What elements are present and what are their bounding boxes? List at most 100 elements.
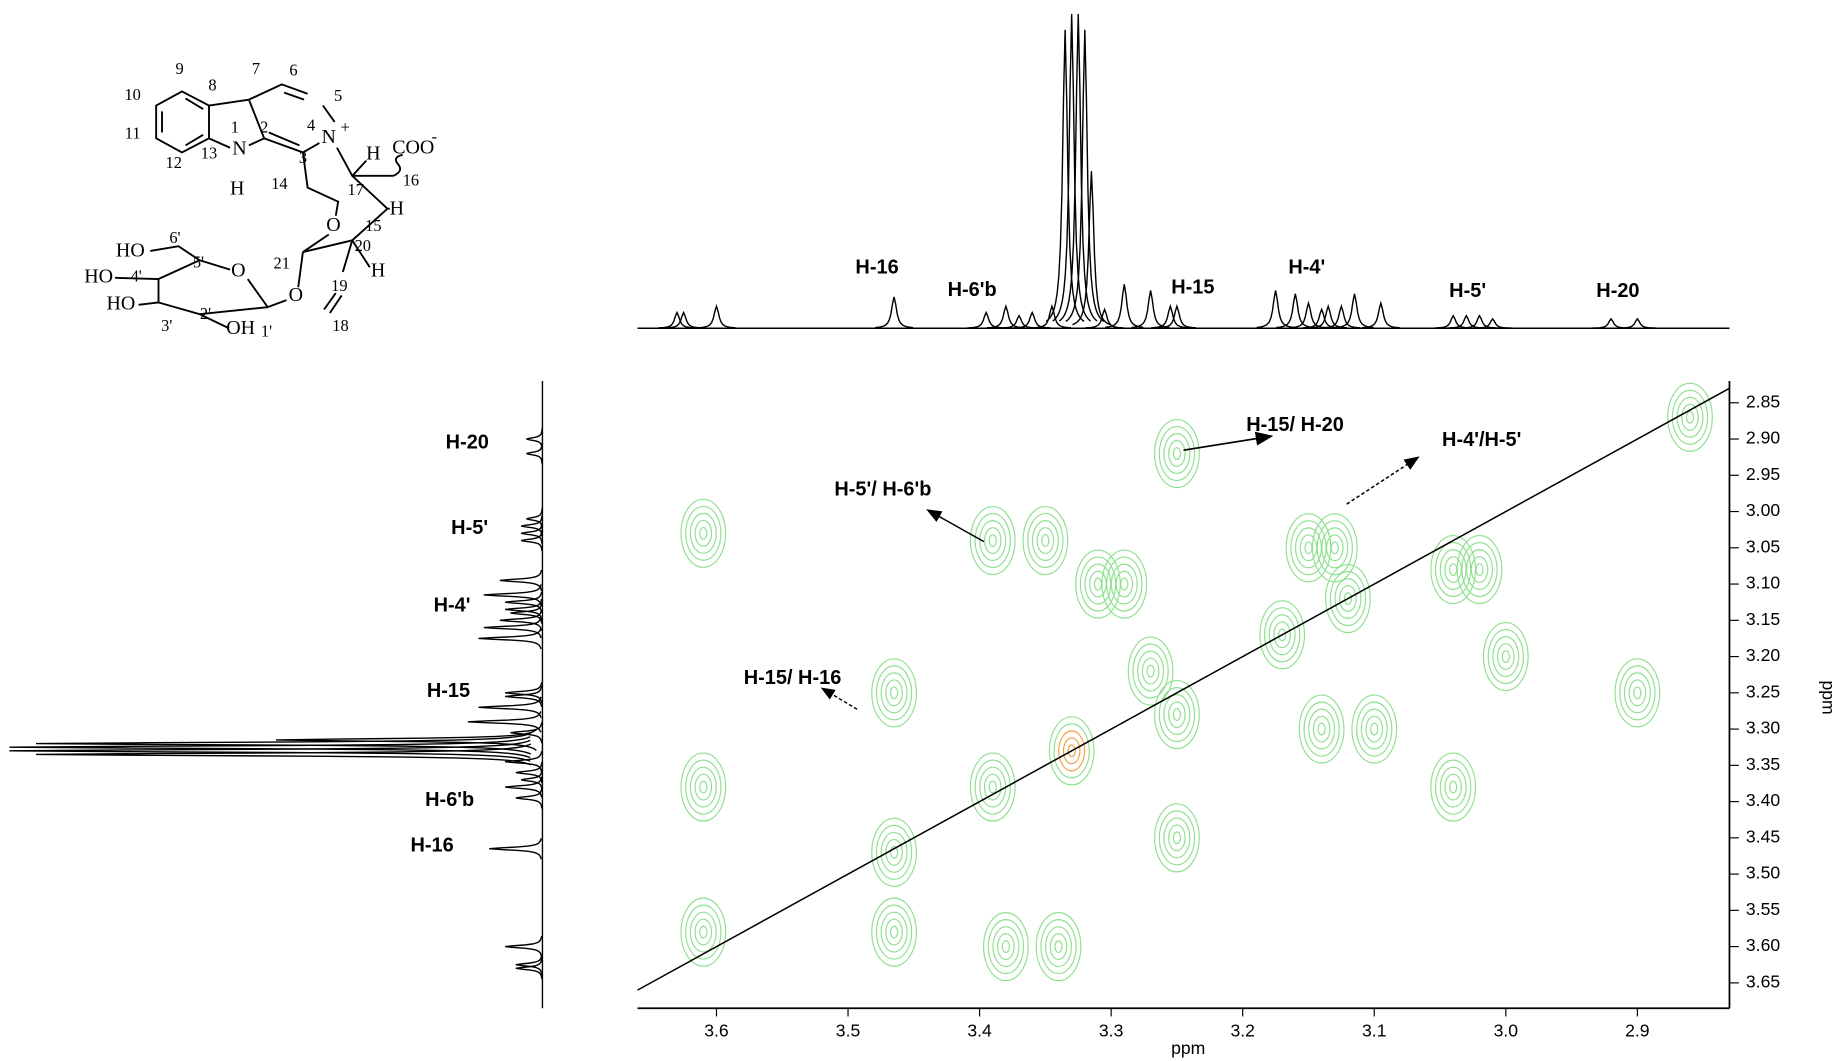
cross-peak: [1343, 592, 1353, 606]
cross-peak: [983, 773, 1002, 801]
cross-peak: [1461, 542, 1498, 598]
cross-peak: [1466, 549, 1494, 591]
projection-peak: [1256, 290, 1295, 329]
x-tick-label: 3.2: [1230, 1020, 1254, 1040]
projection-peak: [1460, 314, 1499, 329]
cross-peak: [680, 897, 727, 967]
cross-peak: [1614, 658, 1661, 728]
peak-label: H-15: [427, 680, 470, 702]
cross-peak: [1325, 534, 1344, 562]
cross-peak: [1470, 556, 1489, 584]
y-tick-label: 3.05: [1746, 536, 1780, 556]
projection-peak: [483, 616, 542, 639]
cross-peak: [1040, 919, 1077, 975]
annotation: H-4'/H-5': [1442, 429, 1521, 451]
cross-peak: [1628, 679, 1647, 707]
peak-label: H-20: [1596, 280, 1639, 302]
annotation-arrow: [820, 687, 858, 710]
cross-peak: [1127, 636, 1174, 706]
atom-label: 13: [201, 144, 217, 163]
cross-peak: [1075, 549, 1121, 619]
y-tick-label: 3.65: [1746, 972, 1780, 992]
cross-peak: [1298, 694, 1345, 764]
cross-peak: [1048, 716, 1095, 786]
cross-peak: [1041, 534, 1050, 547]
atom-label: 15: [365, 216, 381, 235]
atom-label: 1: [231, 118, 239, 137]
atom-label: 18: [332, 316, 348, 335]
cross-peak: [1482, 621, 1529, 692]
cross-peak: [1158, 810, 1196, 866]
annotation: H-5'/ H-6'b: [834, 478, 931, 500]
cross-peak: [1163, 433, 1191, 475]
cross-peak: [979, 766, 1007, 808]
cross-peak: [983, 527, 1002, 555]
projection-peak: [1335, 293, 1374, 329]
cross-peak: [699, 925, 708, 939]
projection-peak: [1157, 303, 1196, 329]
projection-peak: [499, 609, 543, 631]
cross-peak: [885, 679, 903, 707]
cross-peak: [1158, 687, 1196, 743]
cross-peak: [1619, 665, 1656, 721]
cross-peak: [992, 926, 1020, 968]
atom-label: 2: [260, 118, 268, 137]
cross-peak: [1351, 694, 1398, 764]
projection-peak: [1618, 317, 1657, 329]
cross-peak: [988, 780, 997, 794]
x-axis-label: ppm: [1171, 1038, 1205, 1058]
projection-peak: [510, 722, 543, 744]
cross-peak: [988, 534, 997, 547]
cross-peak: [880, 672, 908, 714]
structure: 9 8 7 6 5 10 11 1 2 4 N + 12 13 N H 3 H …: [84, 59, 437, 341]
cross-peak: [1285, 513, 1332, 583]
cross-peak: [880, 831, 908, 873]
projection-peak: [478, 627, 542, 650]
projection-peak: [1473, 317, 1512, 329]
projection-peak: [467, 711, 542, 733]
atom-label: -: [432, 127, 437, 146]
x-tick-label: 2.9: [1625, 1020, 1649, 1040]
cross-peak: [1115, 570, 1134, 598]
y-tick-label: 2.85: [1746, 391, 1780, 411]
peak-label: H-16: [410, 835, 453, 857]
atom-label: 5: [334, 86, 342, 105]
atom-label: H: [371, 260, 385, 282]
cross-peak: [1168, 701, 1186, 729]
cross-peak: [1154, 803, 1200, 873]
diagonal: [637, 387, 1730, 991]
peak-label: H-16: [855, 257, 898, 279]
projection-peak: [515, 762, 543, 784]
cross-peak: [1303, 701, 1340, 757]
x-tick-label: 3.3: [1099, 1020, 1123, 1040]
peak-label: H-6'b: [948, 279, 997, 301]
cross-peak: [1370, 722, 1379, 736]
cross-peak: [875, 904, 913, 960]
cross-peak: [1316, 520, 1353, 576]
y-tick-label: 3.35: [1746, 754, 1780, 774]
cross-peak: [694, 918, 713, 946]
projection-peak: [9, 736, 531, 759]
cross-peak: [1172, 447, 1182, 460]
peak-label: H-4': [434, 594, 471, 616]
cross-peak: [1154, 679, 1200, 750]
projection-peak: [478, 696, 542, 718]
y-tick-label: 3.60: [1746, 935, 1780, 955]
cross-peak: [889, 845, 899, 859]
cross-peak: [694, 519, 713, 547]
cross-peak: [685, 505, 722, 561]
y-axis-label: ppm: [1818, 680, 1838, 714]
cross-peak: [1062, 737, 1081, 765]
cross-peak: [889, 686, 899, 700]
atom-label: 10: [124, 85, 140, 104]
cross-peak: [1325, 563, 1371, 634]
cross-peak: [1434, 759, 1472, 815]
cross-peak: [1120, 577, 1129, 591]
projection-peak: [1131, 290, 1170, 329]
projection-peak: [526, 508, 543, 530]
cross-peak: [1444, 556, 1462, 584]
cross-peak: [1334, 578, 1362, 620]
projection-peak: [515, 787, 543, 809]
cross-peak: [871, 658, 917, 728]
atom-label: 4: [307, 115, 315, 134]
